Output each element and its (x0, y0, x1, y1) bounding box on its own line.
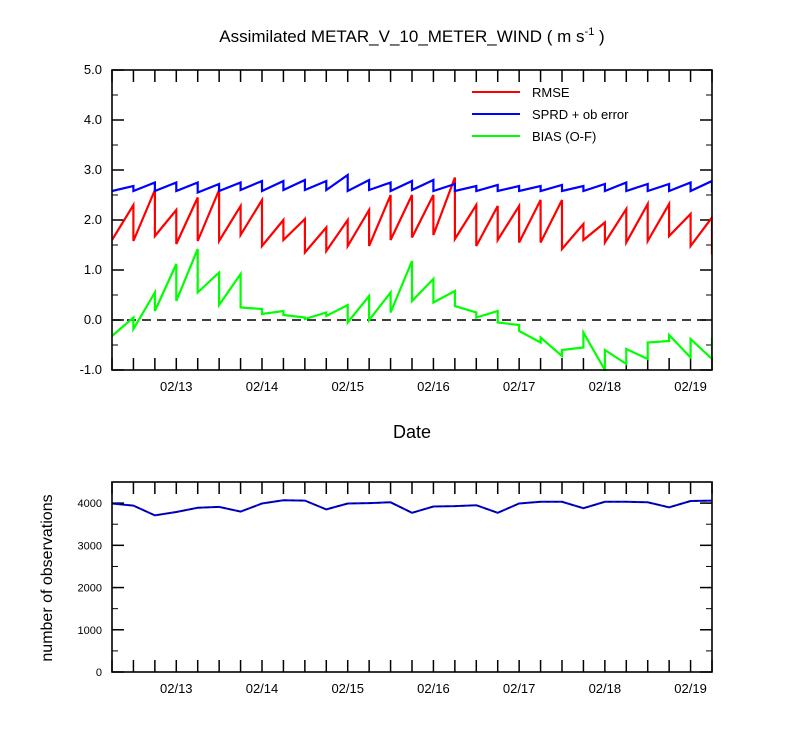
series-line-obs_total (112, 499, 712, 517)
series-line-spread (112, 172, 712, 195)
plot-frame (111, 481, 713, 673)
x-tick-label: 02/17 (503, 379, 536, 394)
x-tick-label: 02/14 (246, 681, 279, 696)
y-tick-label: 1.0 (84, 262, 102, 277)
y-tick-label: 3.0 (84, 162, 102, 177)
plot-frame (111, 69, 713, 371)
y-tick-label: 1000 (78, 625, 102, 637)
x-tick-label: 02/13 (160, 681, 193, 696)
x-tick-label: 02/18 (589, 681, 622, 696)
x-tick-label: 02/18 (589, 379, 622, 394)
x-tick-label: 02/15 (331, 681, 364, 696)
chart-title: Assimilated METAR_V_10_METER_WIND ( m s-… (219, 26, 604, 46)
y-tick-label: 0 (96, 667, 102, 679)
x-tick-label: 02/19 (674, 681, 707, 696)
y-tick-label: 3000 (78, 540, 102, 552)
y-tick-label: 0.0 (84, 312, 102, 327)
x-tick-label: 02/19 (674, 379, 707, 394)
x-tick-label: 02/13 (160, 379, 193, 394)
y-tick-label: 2000 (78, 583, 102, 595)
x-tick-label: 02/15 (331, 379, 364, 394)
series-line-rmse (112, 177, 712, 256)
legend-label-spread: SPRD + ob error (532, 107, 629, 122)
x-tick-label: 02/14 (246, 379, 279, 394)
y-tick-label: 4.0 (84, 112, 102, 127)
bottom-chart-panel: 02/13 02/14 02/15 02/16 02/17 02/18 02/19 0 1000… (78, 481, 713, 696)
top-x-axis-label: Date (393, 422, 431, 442)
title-superscript: -1 (585, 26, 595, 38)
top-chart-panel: 02/13 02/14 02/15 02/16 02/17 02/18 02/19 -1.0 0… (80, 62, 713, 394)
legend-label-rmse: RMSE (532, 85, 570, 100)
series-line-bias (112, 248, 712, 371)
y-tick-label: 4000 (78, 498, 102, 510)
x-tick-label: 02/17 (503, 681, 536, 696)
y-tick-label: -1.0 (80, 362, 102, 377)
bottom-y-axis-label: number of observations (39, 494, 56, 661)
y-tick-label: 5.0 (84, 62, 102, 77)
x-tick-label: 02/16 (417, 681, 450, 696)
x-tick-label: 02/16 (417, 379, 450, 394)
legend-label-bias: BIAS (O-F) (532, 129, 596, 144)
y-tick-label: 2.0 (84, 212, 102, 227)
